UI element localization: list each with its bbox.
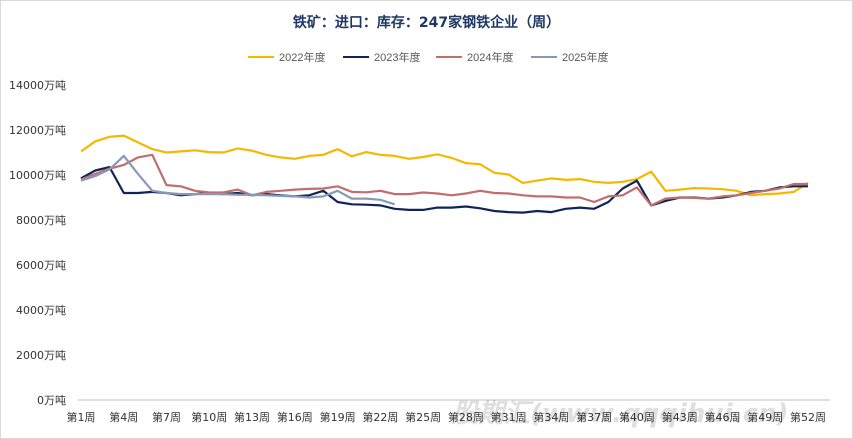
x-tick-label: 第46周 [704,410,740,424]
x-tick-label: 第7周 [152,410,181,424]
x-tick-label: 第16周 [277,410,313,424]
x-tick-label: 第4周 [109,410,138,424]
series-line-2024 [80,153,808,207]
x-tick-label: 第19周 [320,410,356,424]
legend-swatch-2025 [531,56,557,58]
x-tick-label: 第34周 [533,410,569,424]
x-axis-ticks: 第1周 第4周 第7周 第10周 第13周 第16周 第19周 第22周 第25周 第28周 第31… [67,410,827,424]
x-tick-label: 第52周 [790,410,826,424]
x-tick-label: 第13周 [234,410,270,424]
series-line-2025 [80,154,395,206]
series-lines [80,134,809,214]
x-tick-label: 第43周 [662,410,698,424]
x-tick-label: 第31周 [491,410,527,424]
legend-label-2024: 2024年度 [467,52,514,64]
x-tick-label: 第28周 [448,410,484,424]
legend-label-2023: 2023年度 [374,52,421,64]
chart-legend: 2022年度 2023年度 2024年度 2025年度 [0,49,853,65]
y-tick-label: 14000万吨 [9,79,66,92]
y-axis-ticks: 0万吨 2000万吨 4000万吨 6000万吨 8000万吨 10000万吨 12000万… [9,79,66,407]
chart-title: 铁矿：进口：库存：247家钢铁企业（周） [292,15,561,31]
y-tick-label: 12000万吨 [9,124,66,137]
x-tick-label: 第25周 [405,410,441,424]
legend-swatch-2024 [436,56,462,58]
series-line-2022 [80,134,809,197]
x-tick-label: 第49周 [747,410,783,424]
y-tick-label: 8000万吨 [16,214,66,227]
y-tick-label: 0万吨 [37,394,66,407]
x-tick-label: 第1周 [67,410,96,424]
x-tick-label: 第10周 [191,410,227,424]
watermark: 股期汇(www.qqqihui.cn) [452,399,789,429]
legend-swatch-2022 [248,56,274,58]
x-tick-label: 第22周 [362,410,398,424]
legend-label-2022: 2022年度 [279,52,326,64]
y-tick-label: 6000万吨 [16,259,66,272]
y-tick-label: 10000万吨 [9,169,66,182]
y-tick-label: 4000万吨 [16,304,66,317]
x-tick-label: 第37周 [576,410,612,424]
legend-label-2025: 2025年度 [562,52,609,64]
x-tick-label: 第40周 [619,410,655,424]
legend-swatch-2023 [343,56,369,58]
y-tick-label: 2000万吨 [16,349,66,362]
